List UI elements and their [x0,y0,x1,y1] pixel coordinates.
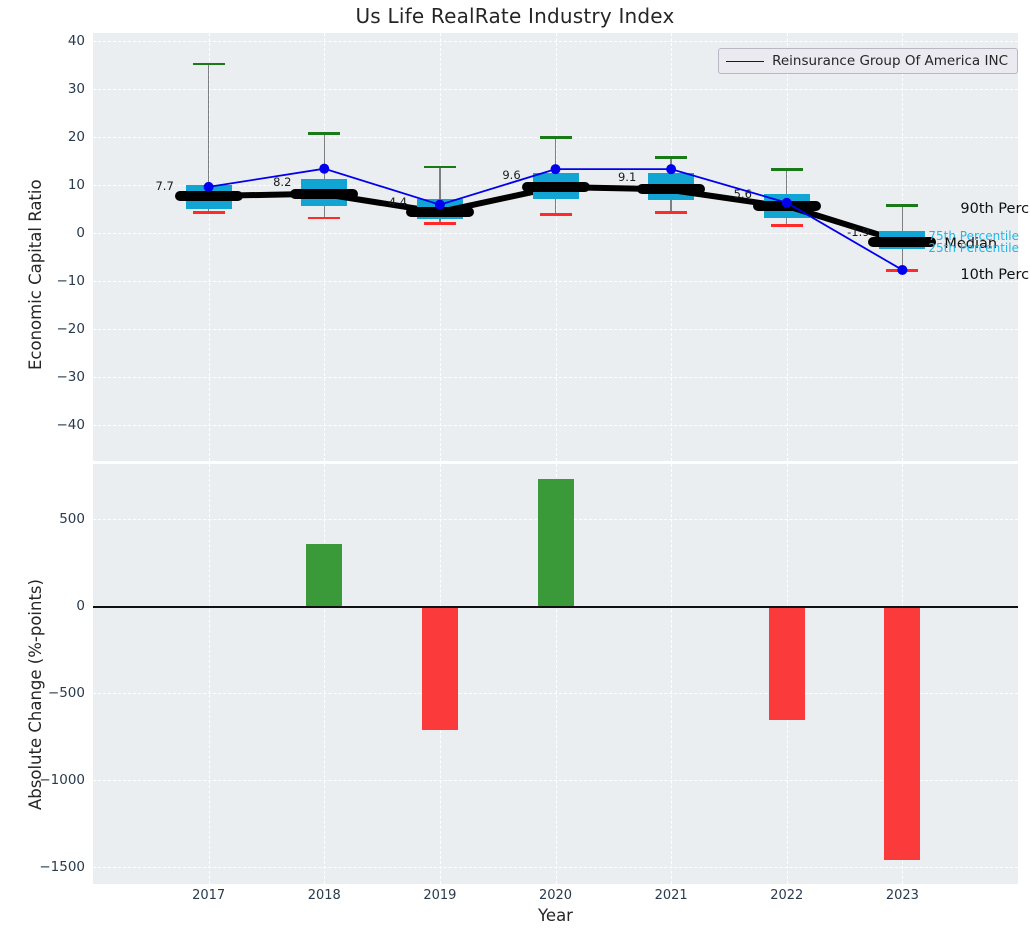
bar [421,606,458,731]
whisker-cap-high [308,132,341,135]
whisker-cap-low [192,210,225,214]
y-tick-label: 0 [76,225,85,241]
y-tick-label: 0 [76,598,85,614]
bar [537,478,574,606]
gridline-vertical [324,33,326,461]
gridline [93,233,1018,234]
legend-line-swatch [726,60,765,62]
gridline-vertical [671,33,673,461]
box-whisker [207,62,210,211]
gridline [93,377,1018,378]
whisker-cap-high [539,136,572,139]
gridline-vertical [786,33,788,461]
gridline-vertical [324,464,326,884]
annotation-75th-percentile: 75th Percentile [928,228,1019,243]
annotation-median: Median [944,236,998,253]
whisker-cap-low [539,213,572,216]
y-tick-label: 10 [67,177,85,193]
company-line [208,167,903,271]
company-data-point [897,264,908,275]
box-median [868,237,937,248]
company-data-point [319,163,330,174]
bar [768,606,805,720]
y-tick-label: −20 [56,321,86,337]
gridline-vertical [671,464,673,884]
legend[interactable]: Reinsurance Group Of America INC [718,48,1018,74]
x-tick-label: 2017 [192,888,226,903]
y-tick-label: −500 [47,685,85,701]
x-tick-label: 2023 [885,888,919,903]
whisker-cap-low [423,222,456,226]
bar [306,544,343,606]
y-tick-label: 40 [67,33,85,49]
page-title: Us Life RealRate Industry Index [355,4,675,28]
whisker-cap-high [423,165,456,169]
x-tick-label: 2020 [538,888,573,903]
annotation-10th-percentile: 10th Percentile [960,267,1030,284]
median-value-label: 4.4 [388,194,408,209]
whisker-cap-low [308,216,341,220]
y-tick-label: 30 [67,81,85,97]
median-value-label: 9.1 [617,170,637,185]
median-value-label: 8.2 [273,174,292,189]
x-tick-label: 2021 [654,888,688,903]
y-tick-label: −30 [56,369,86,385]
median-value-label: 9.6 [502,167,521,182]
x-tick-label: 2019 [423,888,457,903]
y-tick-label: −1500 [39,859,85,875]
company-data-point [434,199,445,210]
whisker-cap-high [770,168,803,171]
legend-label: Reinsurance Group Of America INC [772,53,1008,69]
y-tick-label: −40 [56,417,86,433]
gridline [93,425,1018,426]
gridline [93,41,1018,42]
gridline [93,329,1018,330]
gridline-vertical [208,33,210,461]
company-data-point [666,164,677,175]
gridline-vertical [208,464,210,884]
box-whisker [439,165,441,223]
whisker-cap-low [770,224,803,227]
annotation-90th-percentile: 90th Percentile [960,201,1030,218]
gridline [93,281,1018,282]
x-tick-label: 2022 [770,888,804,903]
gridline-vertical [555,464,557,884]
y-tick-label: −10 [56,273,86,289]
bar [884,606,921,861]
y-tick-label: −1000 [39,772,85,788]
y-tick-label: 20 [67,129,85,145]
gridline-vertical [555,33,557,461]
gridline [93,693,1018,694]
company-data-point [203,181,214,192]
gridline [93,780,1018,781]
x-axis-label: Year [538,906,573,925]
bar-zero-line [93,606,1018,609]
median-value-label: 7.7 [155,179,174,194]
company-data-point [550,164,561,175]
gridline-vertical [439,33,441,461]
y-tick-label: 500 [59,511,85,527]
annotation-25th-percentile: 25th Percentile [928,241,1019,256]
whisker-cap-low [655,210,688,214]
company-data-point [781,197,792,208]
x-tick-label: 2018 [307,888,341,903]
box-whisker [323,132,325,217]
bottom-y-axis-label: Absolute Change (%-points) [26,579,45,810]
whisker-cap-high [886,204,919,207]
median-value-label: -1.9 [847,225,870,240]
gridline [93,89,1018,90]
gridline [93,867,1018,868]
whisker-cap-high [655,156,688,159]
whisker-cap-high [192,62,225,66]
